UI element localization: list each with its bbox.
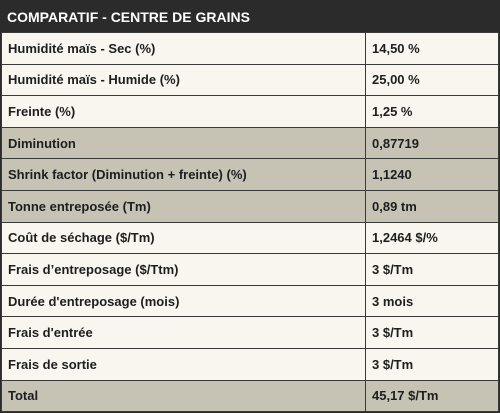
table-row: Coût de séchage ($/Tm) 1,2464 $/% xyxy=(1,221,499,255)
row-label: Frais d'entrée xyxy=(1,316,366,349)
row-value: 3 $/Tm xyxy=(365,253,499,286)
row-label: Total xyxy=(1,379,366,413)
panel-title: COMPARATIF - CENTRE DE GRAINS xyxy=(1,0,499,32)
row-value: 1,25 % xyxy=(365,95,499,128)
table-row: Total 45,17 $/Tm xyxy=(1,379,499,413)
row-value: 1,1240 xyxy=(365,158,499,191)
row-label: Shrink factor (Diminution + freinte) (%) xyxy=(1,158,366,191)
row-label: Humidité maïs - Sec (%) xyxy=(1,32,366,65)
table-row: Humidité maïs - Sec (%) 14,50 % xyxy=(1,32,499,65)
row-value: 3 $/Tm xyxy=(365,347,499,381)
row-value: 14,50 % xyxy=(365,32,499,65)
table-row: Diminution 0,87719 xyxy=(1,126,499,160)
table-row: Humidité maïs - Humide (%) 25,00 % xyxy=(1,63,499,97)
row-value: 25,00 % xyxy=(365,63,499,97)
row-label: Tonne entreposée (Tm) xyxy=(1,189,366,223)
row-label: Freinte (%) xyxy=(1,95,366,128)
row-label: Humidité maïs - Humide (%) xyxy=(1,63,366,97)
row-value: 0,87719 xyxy=(365,126,499,160)
table-row: Frais d’entreposage ($/Ttm) 3 $/Tm xyxy=(1,253,499,286)
row-label: Coût de séchage ($/Tm) xyxy=(1,221,366,255)
row-value: 3 $/Tm xyxy=(365,316,499,349)
row-label: Diminution xyxy=(1,126,366,160)
row-value: 3 mois xyxy=(365,284,499,318)
table-row: Tonne entreposée (Tm) 0,89 tm xyxy=(1,189,499,223)
row-label: Frais d’entreposage ($/Ttm) xyxy=(1,253,366,286)
table-row: Freinte (%) 1,25 % xyxy=(1,95,499,128)
table-row: Durée d'entreposage (mois) 3 mois xyxy=(1,284,499,318)
row-value: 1,2464 $/% xyxy=(365,221,499,255)
row-label: Frais de sortie xyxy=(1,347,366,381)
data-table: Humidité maïs - Sec (%) 14,50 % Humidité m… xyxy=(1,32,499,413)
row-label: Durée d'entreposage (mois) xyxy=(1,284,366,318)
row-value: 45,17 $/Tm xyxy=(365,379,499,413)
table-row: Frais de sortie 3 $/Tm xyxy=(1,347,499,381)
row-value: 0,89 tm xyxy=(365,189,499,223)
table-row: Shrink factor (Diminution + freinte) (%)… xyxy=(1,158,499,191)
table-row: Frais d'entrée 3 $/Tm xyxy=(1,316,499,349)
